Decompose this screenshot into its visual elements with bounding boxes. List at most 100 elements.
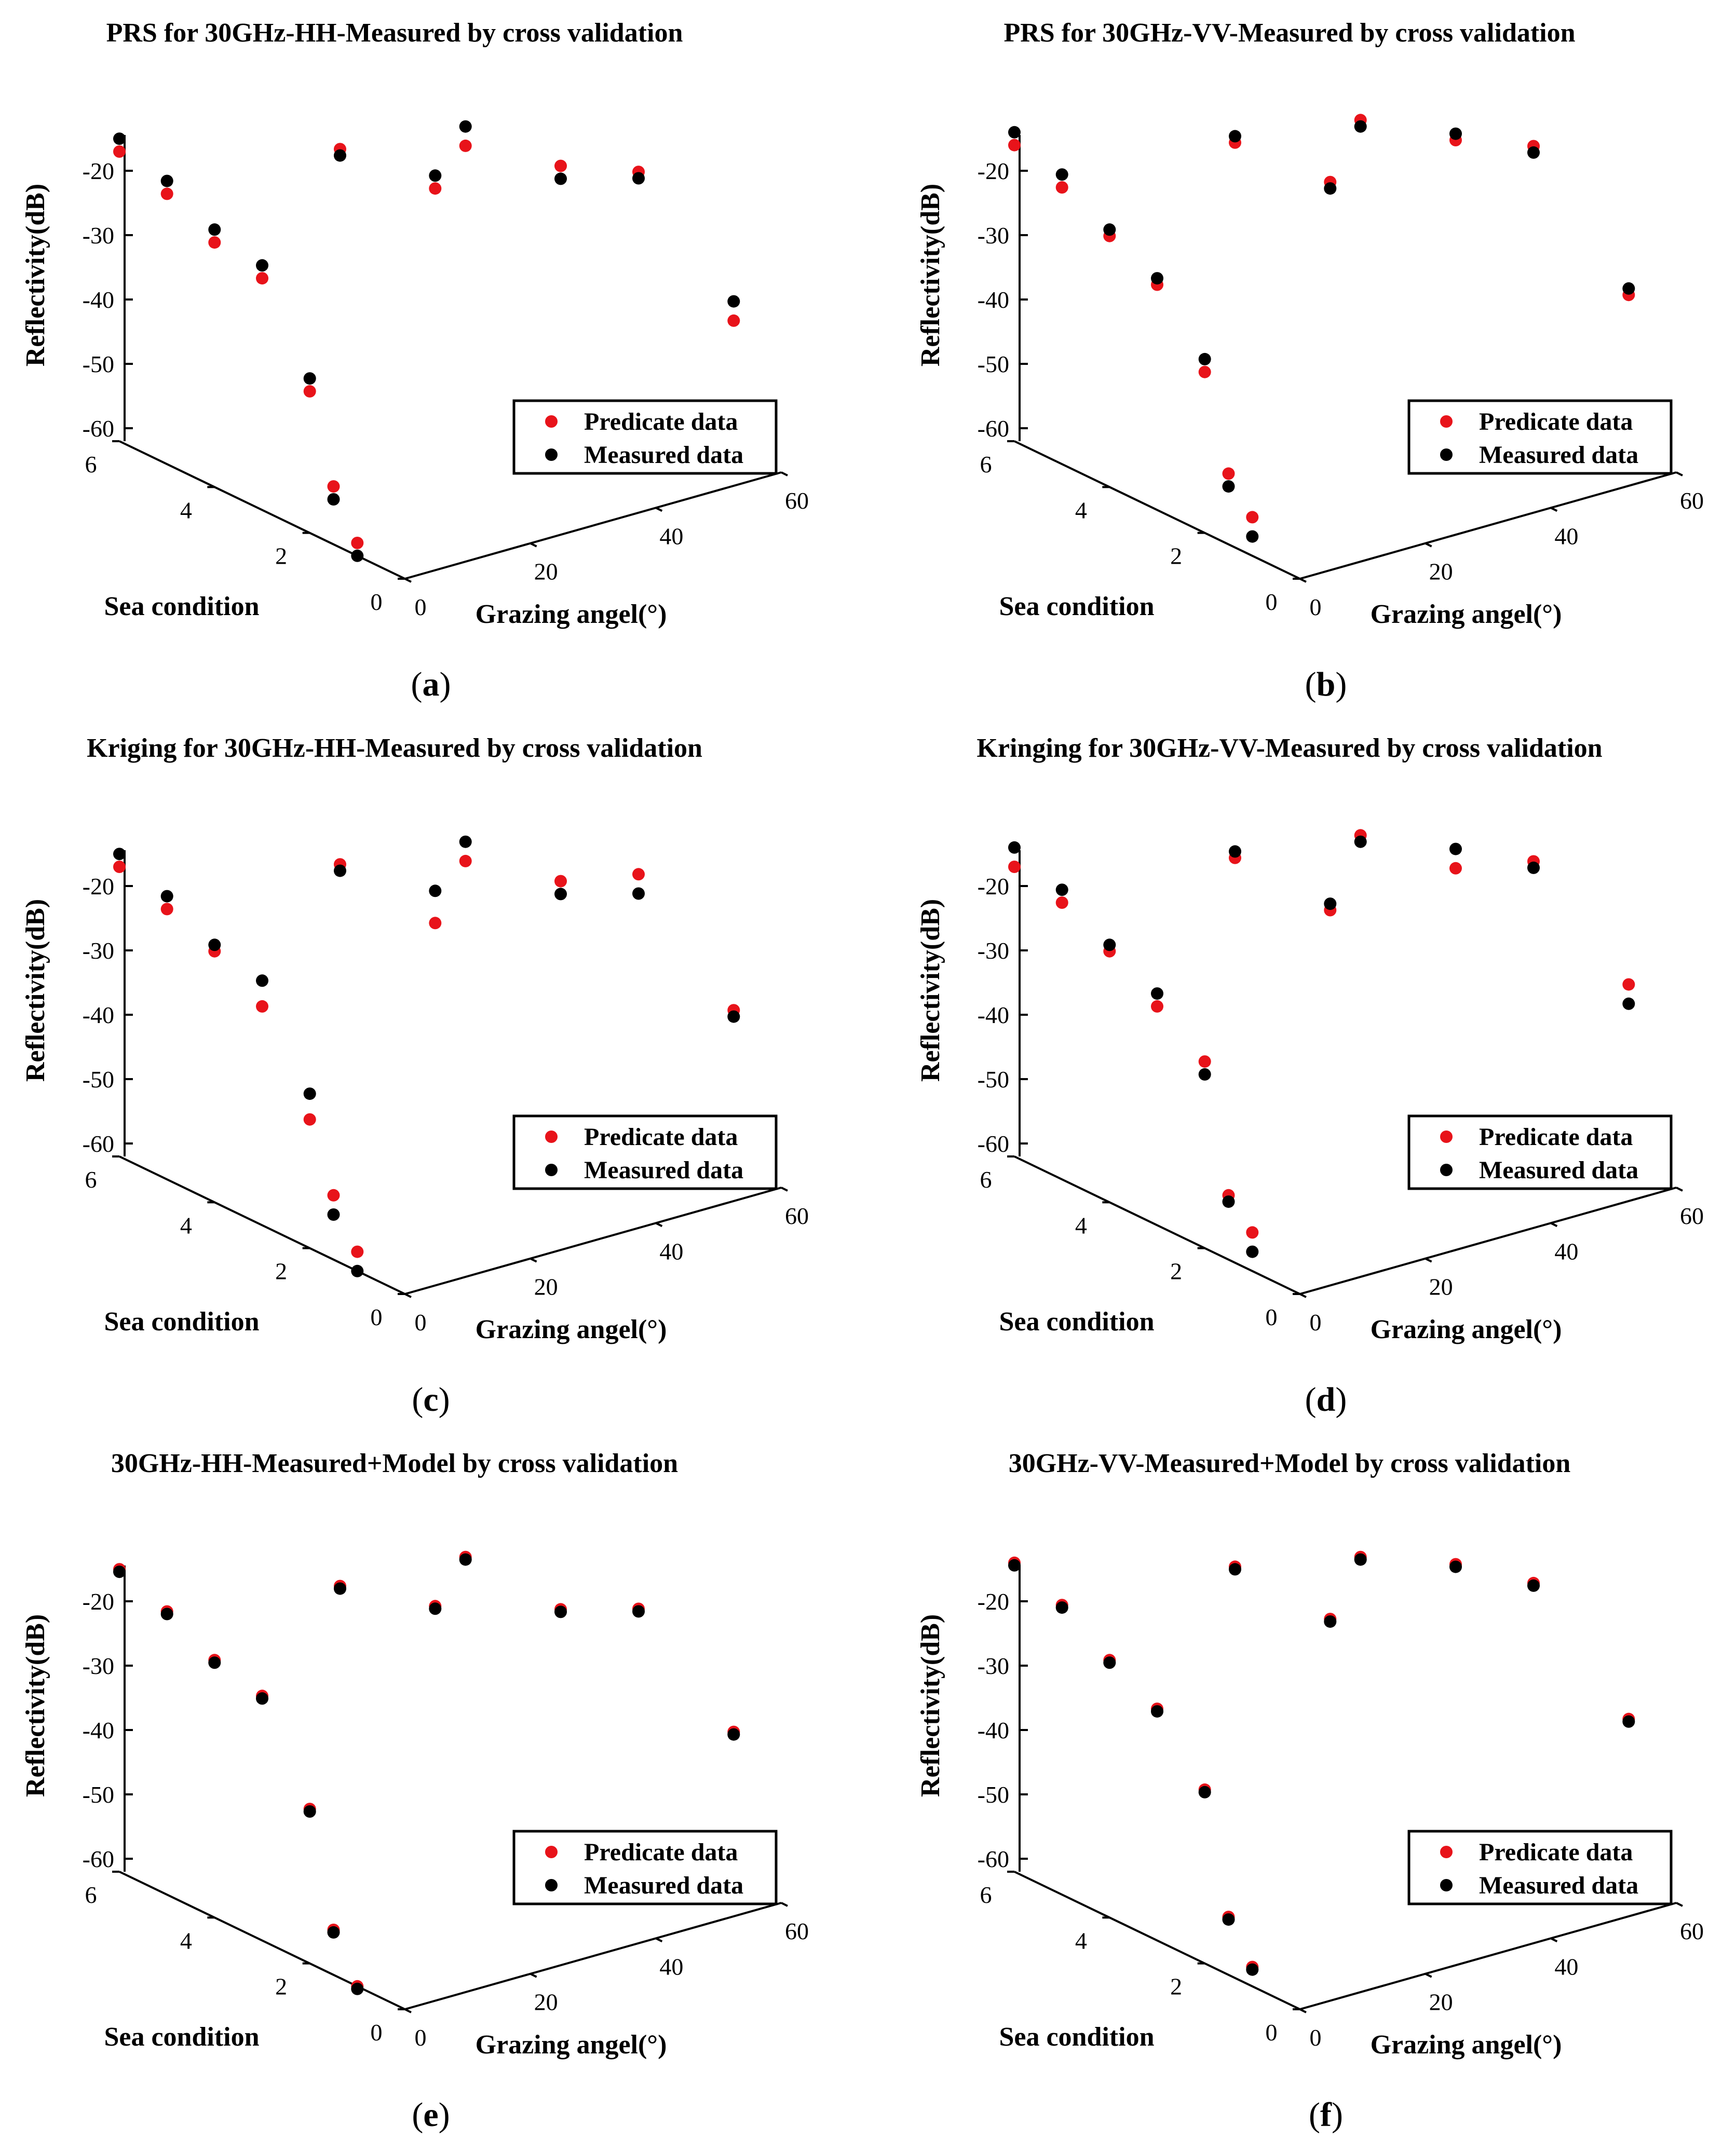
x-tick-mark bbox=[781, 1187, 788, 1192]
z-tick-label: -60 bbox=[83, 1846, 114, 1872]
measured-point bbox=[256, 259, 268, 272]
measured-point bbox=[459, 835, 472, 848]
legend-predicate-marker bbox=[545, 1846, 558, 1858]
z-tick-label: -30 bbox=[83, 937, 114, 964]
x-tick-label: 20 bbox=[534, 559, 558, 585]
z-axis-label: Reflectivity(dB) bbox=[21, 1614, 50, 1797]
z-tick-label: -50 bbox=[978, 351, 1009, 377]
measured-point bbox=[1151, 1705, 1163, 1718]
measured-point bbox=[429, 884, 442, 897]
chart-panel-c: 0 20 40 60 0 2 4 6 -60 -50 -40 -30 -20 Grazing angel(… bbox=[21, 733, 809, 1419]
measured-point bbox=[1222, 480, 1235, 493]
measured-point bbox=[1324, 1615, 1337, 1628]
predicate-point bbox=[160, 187, 173, 200]
measured-point bbox=[208, 223, 221, 236]
y-tick-label: 6 bbox=[85, 1882, 97, 1908]
measured-point bbox=[1198, 1068, 1211, 1081]
legend-measured-label: Measured data bbox=[1479, 1872, 1638, 1899]
x-tick-mark bbox=[1676, 1187, 1683, 1192]
measured-point bbox=[160, 1608, 173, 1620]
y-tick-label: 4 bbox=[180, 1927, 192, 1954]
predicate-point bbox=[1246, 511, 1259, 524]
legend-predicate-label: Predicate data bbox=[1479, 408, 1633, 435]
z-tick-label: -40 bbox=[978, 287, 1009, 313]
legend-measured-marker bbox=[545, 1164, 558, 1176]
x-tick-mark bbox=[655, 1937, 663, 1943]
legend: Predicate data Measured data bbox=[512, 1114, 778, 1190]
measured-point bbox=[256, 974, 268, 987]
legend-predicate-label: Predicate data bbox=[584, 1838, 738, 1866]
z-tick-label: -60 bbox=[978, 415, 1009, 442]
measured-point bbox=[1103, 938, 1116, 951]
x-axis-line bbox=[404, 1187, 782, 1295]
predicate-point bbox=[554, 159, 567, 172]
z-tick-label: -50 bbox=[978, 1781, 1009, 1808]
x-tick-mark bbox=[655, 1222, 663, 1228]
measured-point bbox=[1229, 1563, 1241, 1576]
z-tick-label: -40 bbox=[83, 1717, 114, 1744]
predicate-point bbox=[1246, 1226, 1259, 1239]
measured-point bbox=[632, 172, 645, 185]
measured-point bbox=[113, 848, 126, 861]
x-tick-label: 40 bbox=[1554, 1238, 1578, 1264]
x-tick-label: 0 bbox=[1310, 594, 1322, 620]
x-tick-mark bbox=[1550, 1937, 1558, 1943]
measured-point bbox=[1222, 1195, 1235, 1208]
y-tick-label: 4 bbox=[1075, 1212, 1087, 1238]
chart-panel-a: 0 20 40 60 0 2 4 6 -60 -50 -40 -30 -20 Grazing angel(… bbox=[21, 18, 809, 703]
predicate-point bbox=[208, 236, 221, 249]
measured-point bbox=[1103, 223, 1116, 236]
predicate-point bbox=[1151, 1000, 1163, 1013]
y-tick-label: 0 bbox=[371, 2019, 383, 2046]
x-axis-line bbox=[1299, 471, 1677, 580]
predicate-point bbox=[1008, 861, 1021, 873]
z-tick-label: -20 bbox=[978, 873, 1009, 900]
predicate-point bbox=[1622, 978, 1635, 991]
x-tick-mark bbox=[1299, 2008, 1307, 2013]
predicate-point bbox=[256, 272, 268, 285]
x-tick-label: 20 bbox=[534, 1274, 558, 1300]
x-axis-line bbox=[404, 1902, 782, 2010]
y-tick-label: 0 bbox=[1266, 1304, 1278, 1330]
panel-caption: (a) bbox=[411, 665, 451, 703]
legend-measured-marker bbox=[545, 448, 558, 461]
measured-point bbox=[303, 1087, 316, 1100]
y-tick-label: 2 bbox=[275, 543, 287, 569]
x-tick-label: 60 bbox=[1680, 1918, 1704, 1944]
measured-point bbox=[113, 132, 126, 145]
y-tick-label: 6 bbox=[980, 1166, 992, 1193]
measured-point bbox=[554, 172, 567, 185]
x-tick-label: 20 bbox=[1429, 1989, 1453, 2015]
z-tick-label: -40 bbox=[83, 1002, 114, 1028]
measured-point bbox=[1246, 530, 1259, 543]
legend-measured-marker bbox=[1440, 1164, 1453, 1176]
legend-predicate-label: Predicate data bbox=[584, 1123, 738, 1151]
legend-measured-marker bbox=[545, 1879, 558, 1891]
x-tick-label: 40 bbox=[659, 1953, 683, 1980]
measured-point bbox=[1354, 120, 1367, 133]
legend-predicate-marker bbox=[545, 415, 558, 428]
measured-point bbox=[1103, 1656, 1116, 1669]
chart-panel-b: 0 20 40 60 0 2 4 6 -60 -50 -40 -30 -20 Grazing angel(… bbox=[916, 18, 1704, 703]
x-tick-mark bbox=[1676, 1902, 1683, 1907]
chart-title: 30GHz-VV-Measured+Model by cross validat… bbox=[1009, 1449, 1571, 1478]
x-tick-label: 60 bbox=[785, 1203, 809, 1229]
x-axis-label: Grazing angel(°) bbox=[1371, 2030, 1562, 2060]
predicate-point bbox=[429, 917, 442, 930]
legend-box bbox=[512, 1114, 778, 1190]
measured-point bbox=[1622, 1715, 1635, 1728]
predicate-point bbox=[160, 903, 173, 916]
legend-measured-marker bbox=[1440, 1879, 1453, 1891]
measured-point bbox=[303, 372, 316, 385]
legend-measured-label: Measured data bbox=[1479, 1156, 1638, 1184]
y-tick-label: 6 bbox=[85, 1166, 97, 1193]
predicate-point bbox=[113, 145, 126, 158]
z-tick-label: -30 bbox=[83, 1653, 114, 1679]
predicate-point bbox=[1198, 365, 1211, 378]
legend-box bbox=[512, 399, 778, 475]
z-tick-label: -50 bbox=[83, 351, 114, 377]
z-tick-label: -40 bbox=[978, 1002, 1009, 1028]
predicate-point bbox=[1449, 862, 1462, 875]
predicate-point bbox=[1055, 896, 1068, 909]
z-axis-label: Reflectivity(dB) bbox=[21, 899, 50, 1082]
